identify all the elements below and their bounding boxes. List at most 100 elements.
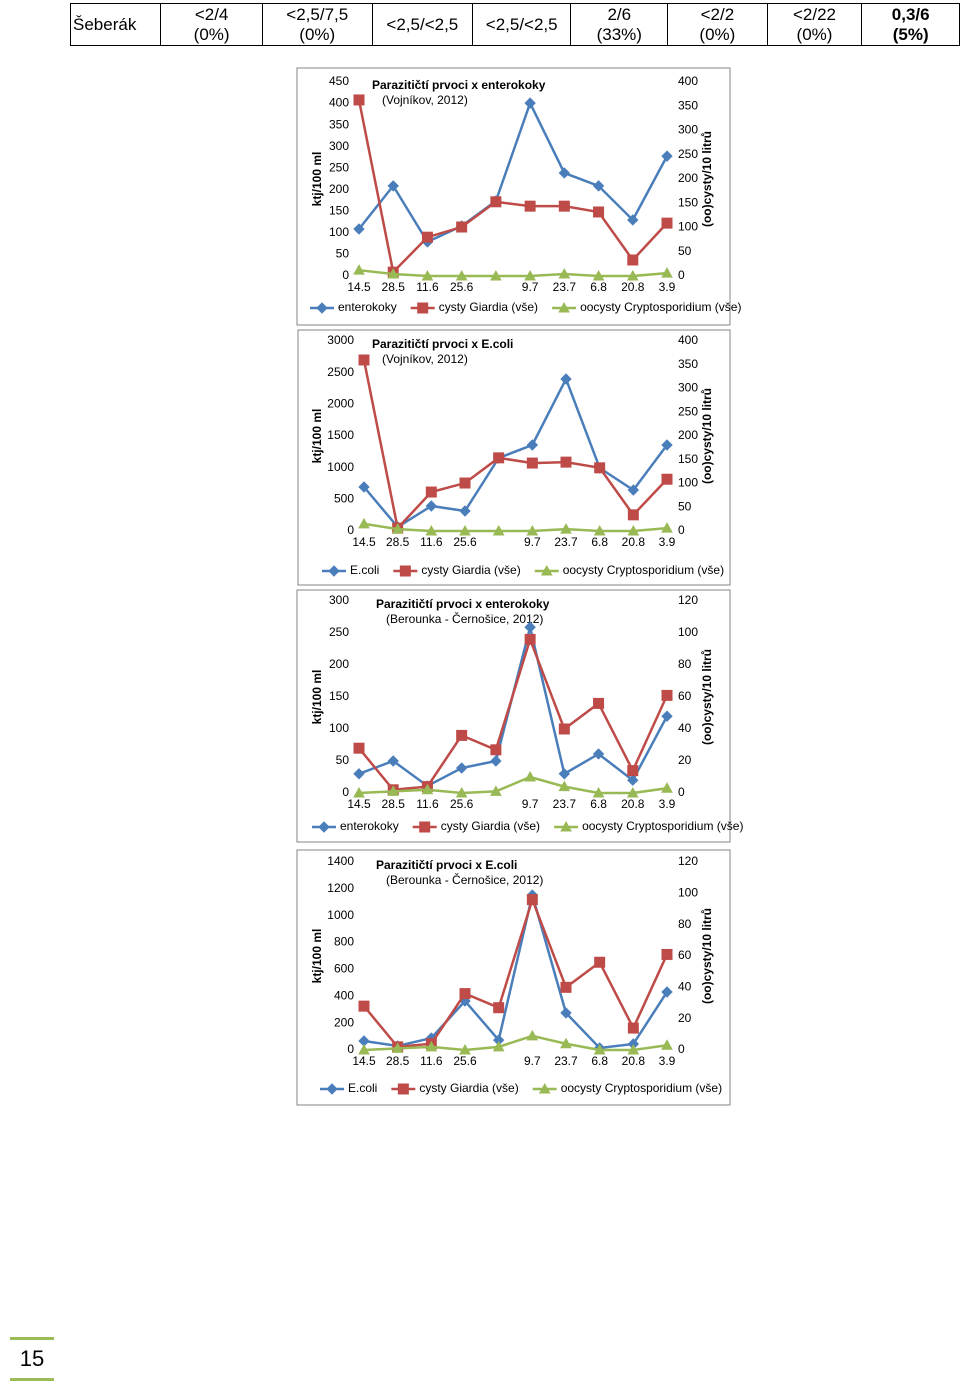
legend-marker <box>399 565 411 577</box>
x-tick-label: 3.9 <box>659 535 676 549</box>
cell-text: <2,5/7,5 <box>286 4 349 24</box>
data-point <box>524 621 536 633</box>
data-point <box>456 221 468 233</box>
y-tick-label: 250 <box>329 160 349 174</box>
y-axis-label: ktj/100 ml <box>310 152 324 207</box>
y-tick-label: 2500 <box>327 365 354 379</box>
y2-tick-label: 300 <box>678 381 698 395</box>
y2-tick-label: 0 <box>678 523 685 537</box>
legend-label: enterokoky <box>340 819 399 833</box>
data-point <box>592 786 605 798</box>
data-point <box>661 439 673 451</box>
cell-text: 0,3/6 <box>891 4 930 24</box>
series-line <box>358 99 669 244</box>
data-point <box>593 524 606 536</box>
data-point <box>526 457 538 469</box>
data-point <box>593 206 605 218</box>
x-tick-label: 20.8 <box>622 1054 646 1068</box>
data-point <box>358 481 370 493</box>
chart-title: Parazitičtí prvoci x E.coli <box>372 337 513 351</box>
series-line <box>362 359 668 531</box>
y-tick-label: 450 <box>329 74 349 88</box>
page-number: 15 <box>10 1337 54 1381</box>
y-tick-label: 0 <box>347 1042 354 1056</box>
x-tick-label: 9.7 <box>522 280 539 294</box>
y-tick-label: 100 <box>329 721 349 735</box>
y2-axis-label: (oo)cysty/10 litrů <box>700 649 714 745</box>
cell-text: (0%) <box>699 24 736 44</box>
data-point <box>421 231 433 243</box>
data-point <box>560 1007 572 1019</box>
y2-tick-label: 350 <box>678 98 698 112</box>
y2-tick-label: 60 <box>678 689 692 703</box>
x-tick-label: 23.7 <box>554 1054 578 1068</box>
cell-text: (33%) <box>596 24 642 44</box>
data-point <box>459 988 471 1000</box>
y2-tick-label: 100 <box>678 886 698 900</box>
y-tick-label: 200 <box>329 182 349 196</box>
data-point <box>387 785 400 796</box>
y2-tick-label: 100 <box>678 220 698 234</box>
data-point <box>353 94 365 106</box>
x-tick-label: 3.9 <box>659 280 676 294</box>
x-tick-label: 11.6 <box>420 535 443 549</box>
data-point <box>592 748 605 760</box>
x-tick-label: 23.7 <box>553 280 577 294</box>
data-point <box>358 1000 370 1012</box>
data-point <box>490 196 502 208</box>
y-tick-label: 600 <box>334 962 354 976</box>
data-point <box>661 710 673 722</box>
x-tick-label: 11.6 <box>416 797 439 811</box>
cell-text: (5%) <box>892 24 929 44</box>
x-tick-label: 20.8 <box>622 535 646 549</box>
x-tick-label: 25.6 <box>453 1054 477 1068</box>
data-point <box>490 755 502 767</box>
data-point <box>425 500 438 512</box>
x-tick-label: 28.5 <box>386 1054 410 1068</box>
data-point <box>492 1040 505 1052</box>
data-point <box>627 509 639 521</box>
y-axis-label: ktj/100 ml <box>310 670 324 725</box>
data-point <box>353 768 365 780</box>
x-tick-label: 25.6 <box>450 797 474 811</box>
data-point <box>661 986 673 998</box>
series-line <box>363 895 669 1049</box>
legend-marker <box>397 1083 409 1095</box>
data-point <box>490 785 502 796</box>
x-tick-label: 14.5 <box>352 535 376 549</box>
data-point <box>661 782 673 793</box>
x-tick-label: 6.8 <box>591 535 608 549</box>
table-cell: <2,5/7,5 (0%) <box>261 3 373 46</box>
legend-label: cysty Giardia (vše) <box>439 300 538 314</box>
data-point <box>358 354 370 366</box>
y2-tick-label: 200 <box>678 171 698 185</box>
y-tick-label: 3000 <box>327 333 354 347</box>
y-tick-label: 0 <box>342 268 349 282</box>
legend-marker <box>316 302 328 314</box>
data-point <box>455 269 468 281</box>
data-point <box>456 729 468 741</box>
series-line <box>363 1034 668 1052</box>
y2-tick-label: 50 <box>678 499 692 513</box>
legend-label: cysty Giardia (vše) <box>421 563 520 577</box>
series-line <box>358 635 669 792</box>
data-point <box>425 486 437 498</box>
y2-tick-label: 0 <box>678 1042 685 1056</box>
data-point <box>560 981 572 993</box>
data-point <box>358 517 370 529</box>
chart-subtitle: (Berounka - Černošice, 2012) <box>386 611 543 626</box>
data-point <box>627 214 639 226</box>
y2-tick-label: 50 <box>678 244 692 258</box>
y2-tick-label: 60 <box>678 948 692 962</box>
data-point <box>524 770 536 782</box>
data-point <box>459 477 471 489</box>
x-tick-label: 9.7 <box>524 1054 541 1068</box>
x-tick-label: 6.8 <box>590 280 607 294</box>
y2-tick-label: 120 <box>678 593 698 607</box>
legend-marker <box>538 1082 551 1094</box>
table-cell: <2/22 (0%) <box>766 3 863 46</box>
legend-label: enterokoky <box>338 300 397 314</box>
x-tick-label: 9.7 <box>524 535 541 549</box>
cell-text: <2,5/<2,5 <box>485 14 558 34</box>
data-point <box>459 1043 471 1055</box>
